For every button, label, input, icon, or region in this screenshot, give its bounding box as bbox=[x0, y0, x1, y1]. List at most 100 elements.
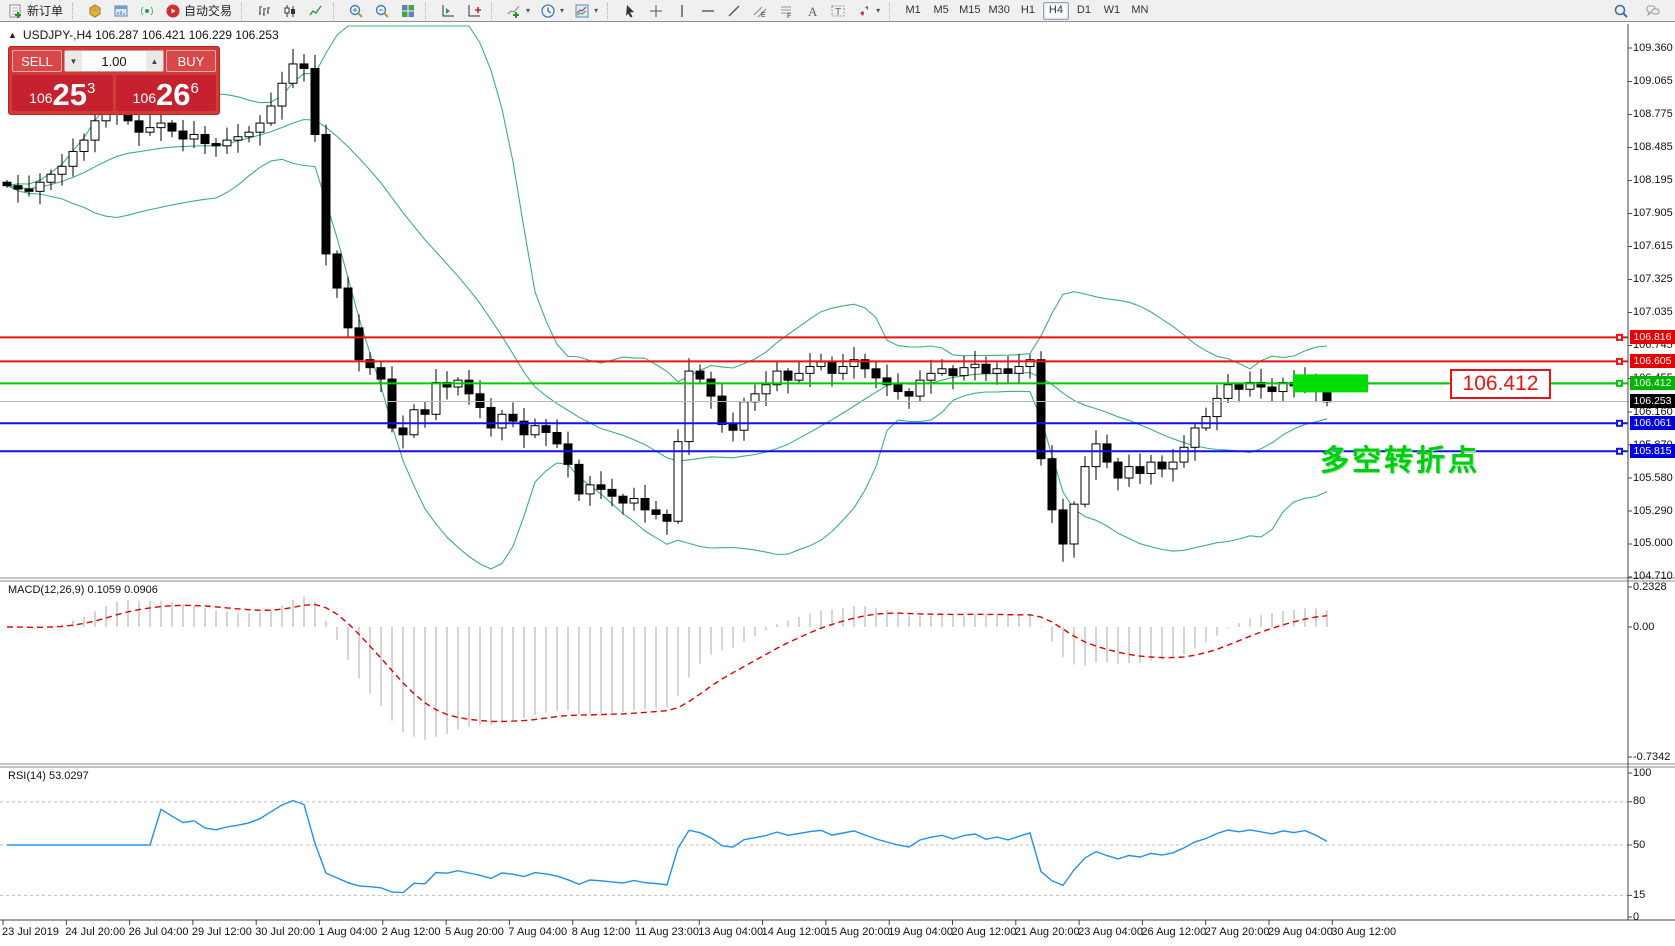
collapse-panel-icon[interactable]: ▲ bbox=[8, 30, 17, 40]
candle-body bbox=[1146, 461, 1156, 474]
bollinger-lower-band bbox=[6, 158, 1328, 570]
toolbar-button-periods[interactable]: ▾ bbox=[536, 0, 568, 21]
candle-body bbox=[937, 368, 947, 374]
candle-body bbox=[1179, 446, 1189, 463]
candle-body bbox=[189, 133, 199, 140]
sell-button[interactable]: SELL bbox=[12, 50, 62, 72]
toolbar-button-horizontal-line[interactable] bbox=[696, 0, 720, 21]
chat-button[interactable] bbox=[1641, 0, 1665, 21]
toolbar-button-signal[interactable] bbox=[135, 0, 159, 21]
candle-body bbox=[354, 327, 364, 361]
candle-body bbox=[926, 372, 936, 381]
toolbar-button-auto-scroll[interactable] bbox=[462, 0, 486, 21]
indicators-icon bbox=[507, 5, 520, 18]
toolbar-button-cursor[interactable] bbox=[618, 0, 642, 21]
timeframe-button-m15[interactable]: M15 bbox=[959, 3, 981, 16]
toolbar-button-channel[interactable]: E bbox=[748, 0, 772, 21]
candle-body bbox=[530, 425, 540, 436]
toolbar-button-label: 自动交易 bbox=[184, 4, 233, 18]
toolbar-button-market-watch[interactable] bbox=[83, 0, 107, 21]
candle-body bbox=[288, 63, 298, 84]
toolbar-button-arrows[interactable]: ▾ bbox=[852, 0, 884, 21]
candle-body bbox=[266, 105, 276, 124]
candle-body bbox=[915, 379, 925, 397]
toolbar-button-line-chart[interactable] bbox=[304, 0, 328, 21]
price-axis-label: 105.290 bbox=[1633, 504, 1673, 517]
timeframe-button-m30[interactable]: M30 bbox=[988, 3, 1010, 16]
highlight-zone bbox=[1293, 374, 1368, 393]
arrows-icon bbox=[860, 5, 869, 16]
volume-input[interactable] bbox=[82, 51, 146, 71]
candle-body bbox=[332, 253, 342, 289]
sell-price[interactable]: 106 25 3 bbox=[12, 75, 113, 111]
timeframe-button-mn[interactable]: MN bbox=[1131, 3, 1149, 16]
data-window-icon bbox=[114, 5, 128, 16]
price-axis-label: 108.485 bbox=[1633, 141, 1673, 154]
toolbar-button-indicators[interactable]: ▾ bbox=[502, 0, 534, 21]
price-axis-label: 107.905 bbox=[1633, 207, 1673, 220]
timeframe-button-h1[interactable]: H1 bbox=[1020, 3, 1035, 16]
candle-body bbox=[849, 359, 859, 368]
volume-down-button[interactable]: ▼ bbox=[65, 51, 82, 71]
candle-body bbox=[508, 413, 518, 422]
buy-button[interactable]: BUY bbox=[166, 50, 216, 72]
dropdown-caret-icon[interactable]: ▾ bbox=[594, 6, 599, 15]
candle-body bbox=[827, 361, 837, 374]
svg-text:A: A bbox=[808, 4, 818, 19]
toolbar-button-bars-chart[interactable] bbox=[252, 0, 276, 21]
candle-body bbox=[519, 420, 529, 436]
toolbar-button-trendline[interactable] bbox=[722, 0, 746, 21]
level-price-badge: 106.061 bbox=[1630, 416, 1675, 431]
dropdown-caret-icon[interactable]: ▾ bbox=[876, 6, 881, 15]
svg-text:F: F bbox=[787, 13, 791, 19]
toolbar-button-candles-chart[interactable] bbox=[278, 0, 302, 21]
price-annotation-box[interactable]: 106.412 bbox=[1450, 369, 1551, 399]
price-axis-label: 108.775 bbox=[1633, 108, 1673, 121]
candle-body bbox=[904, 391, 914, 397]
search-button[interactable] bbox=[1609, 0, 1633, 21]
toolbar-button-fibonacci[interactable]: F bbox=[774, 0, 798, 21]
toolbar-button-new-order[interactable]: 新订单 bbox=[4, 0, 67, 21]
timeframe-button-m1[interactable]: M1 bbox=[905, 3, 921, 16]
toolbar-button-zoom-in[interactable] bbox=[344, 0, 368, 21]
toolbar-button-tile-windows[interactable] bbox=[396, 0, 420, 21]
toolbar-button-text[interactable]: A bbox=[800, 0, 824, 21]
dropdown-caret-icon[interactable]: ▾ bbox=[560, 6, 565, 15]
price-axis-label: 107.325 bbox=[1633, 273, 1673, 285]
buy-price[interactable]: 106 26 6 bbox=[115, 75, 216, 111]
toolbar-button-zoom-out[interactable] bbox=[370, 0, 394, 21]
timeframe-button-d1[interactable]: D1 bbox=[1076, 3, 1091, 16]
candle-body bbox=[651, 509, 661, 515]
macd-label: MACD(12,26,9) 0.1059 0.0906 bbox=[8, 584, 158, 596]
candle-body bbox=[277, 82, 287, 107]
dropdown-caret-icon[interactable]: ▾ bbox=[526, 6, 531, 15]
candle-body bbox=[90, 120, 100, 141]
vertical-line-icon bbox=[681, 4, 683, 17]
time-axis-label: 20 Aug 12:00 bbox=[951, 926, 1017, 938]
toolbar-button-autotrading[interactable]: 自动交易 bbox=[161, 0, 236, 21]
rsi-axis-label: 0 bbox=[1633, 910, 1640, 923]
candle-body bbox=[1234, 384, 1244, 390]
toolbar-button-data-window[interactable] bbox=[109, 0, 133, 21]
timeframe-button-w1[interactable]: W1 bbox=[1103, 3, 1121, 16]
toolbar-button-crosshair[interactable] bbox=[644, 0, 668, 21]
toolbar-button-vertical-line[interactable] bbox=[670, 0, 694, 21]
candle-body bbox=[1014, 366, 1024, 374]
trendline-icon bbox=[728, 5, 740, 16]
toolbar-button-chart-shift[interactable] bbox=[436, 0, 460, 21]
candle-body bbox=[398, 427, 408, 436]
candle-body bbox=[431, 381, 441, 415]
toolbar-button-text-label[interactable]: T bbox=[826, 0, 850, 21]
zoom-in-icon bbox=[349, 4, 363, 18]
volume-up-button[interactable]: ▲ bbox=[146, 51, 163, 71]
current-price-badge: 106.253 bbox=[1630, 394, 1675, 409]
candle-body bbox=[728, 424, 738, 431]
toolbar-button-templates[interactable]: ▾ bbox=[570, 0, 602, 21]
time-axis-label: 23 Aug 04:00 bbox=[1078, 926, 1143, 938]
toolbar-separator bbox=[607, 2, 613, 19]
candle-body bbox=[893, 384, 903, 393]
timeframe-button-h4[interactable]: H4 bbox=[1042, 1, 1069, 20]
timeframe-button-m5[interactable]: M5 bbox=[933, 3, 949, 16]
candle-body bbox=[1124, 466, 1134, 479]
